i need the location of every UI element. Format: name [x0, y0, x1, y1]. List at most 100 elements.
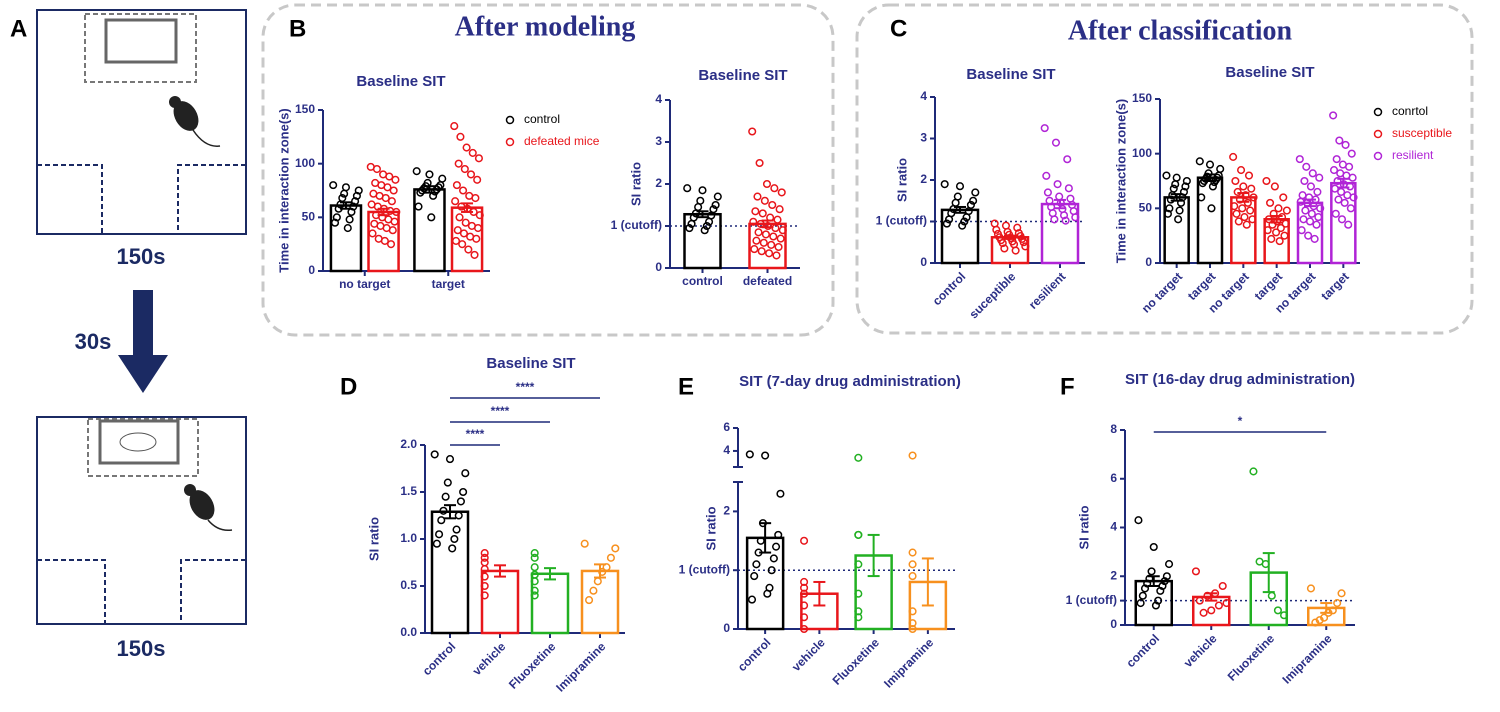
legend-marker: [1373, 107, 1383, 117]
data-point: [1242, 220, 1251, 229]
data-point: [473, 175, 482, 184]
data-point: [748, 127, 757, 136]
data-point: [1198, 179, 1207, 188]
data-point: [1345, 162, 1354, 171]
legend-label: control: [524, 112, 560, 126]
data-point: [1333, 176, 1342, 186]
data-point: [1243, 198, 1252, 207]
data-point: [606, 553, 615, 562]
x-tick-label: vehicle: [1181, 631, 1220, 670]
data-point: [758, 209, 767, 218]
x-tick-label: suceptible: [966, 269, 1018, 321]
data-point: [480, 549, 489, 558]
data-point: [470, 250, 479, 259]
data-point: [1239, 182, 1248, 191]
data-point: [747, 595, 757, 604]
x-tick-label: Imipramine: [553, 639, 608, 694]
data-point: [1013, 223, 1022, 232]
significance-label: ****: [491, 404, 510, 418]
data-point: [1232, 209, 1241, 218]
data-point: [380, 236, 389, 245]
panel-label: D: [340, 373, 357, 400]
data-point: [1171, 180, 1180, 189]
y-axis-label: SI ratio: [1076, 505, 1091, 549]
data-point: [1140, 584, 1150, 593]
data-point: [1064, 184, 1073, 193]
data-point: [1168, 191, 1177, 200]
y-tick-label: 3: [655, 134, 662, 148]
data-point: [1275, 237, 1284, 246]
y-tick-label: 1 (cutoff): [679, 562, 730, 576]
data-point: [412, 167, 421, 176]
data-point: [1266, 198, 1275, 207]
duration: 30s: [75, 329, 112, 354]
data-point: [777, 188, 786, 197]
data-point: [1249, 193, 1258, 202]
data-point: [1222, 599, 1231, 608]
data-point: [750, 245, 759, 254]
data-point: [753, 192, 762, 201]
data-point: [372, 164, 381, 174]
data-point: [1061, 216, 1070, 225]
y-tick-label: 100: [295, 156, 315, 170]
data-point: [774, 242, 783, 252]
data-point: [683, 184, 692, 193]
data-point: [1019, 238, 1028, 247]
data-point: [1214, 601, 1223, 610]
legend-marker: [1373, 129, 1383, 139]
data-point: [1306, 584, 1315, 593]
data-point: [1249, 467, 1258, 476]
data-point: [854, 589, 863, 598]
data-point: [1273, 606, 1282, 615]
data-point: [1179, 187, 1189, 196]
data-point: [439, 506, 448, 515]
data-point: [992, 225, 1001, 234]
data-point: [1333, 599, 1342, 608]
data-point: [454, 159, 463, 168]
data-point: [800, 613, 809, 622]
data-point: [800, 536, 809, 545]
data-point: [1241, 191, 1250, 200]
legend-label: conrtol: [1392, 104, 1428, 118]
data-point: [769, 232, 778, 241]
data-point: [908, 607, 917, 616]
data-point: [459, 487, 468, 497]
data-point: [441, 492, 450, 501]
y-axis-label: SI ratio: [894, 158, 909, 202]
bar: [1040, 202, 1080, 265]
data-point: [1310, 234, 1319, 243]
data-point: [459, 229, 469, 238]
group-box: [855, 3, 1474, 335]
data-point: [800, 589, 809, 598]
data-point: [969, 196, 978, 205]
x-tick-label: Fluoxetine: [506, 639, 559, 692]
data-point: [754, 228, 763, 237]
data-point: [589, 586, 598, 595]
data-point: [908, 624, 917, 634]
data-point: [687, 219, 696, 228]
data-point: [388, 226, 397, 235]
data-point: [1163, 209, 1172, 218]
duration: 150s: [117, 636, 166, 661]
data-point: [1276, 223, 1285, 233]
data-point: [530, 549, 539, 558]
data-point: [1267, 234, 1276, 243]
data-point: [1071, 213, 1080, 222]
data-point: [464, 245, 473, 254]
y-axis-label: SI ratio: [628, 162, 643, 206]
y-tick-label: 150: [295, 102, 315, 116]
y-axis-label: Time in interaction zone(s): [276, 108, 291, 272]
data-point: [767, 240, 776, 249]
x-tick-label: Fluoxetine: [1225, 631, 1278, 684]
data-point: [713, 192, 722, 201]
data-point: [763, 589, 772, 598]
data-point: [1210, 178, 1219, 187]
data-point: [1331, 209, 1340, 218]
data-point: [443, 478, 452, 487]
data-point: [340, 189, 349, 198]
x-tick-label: Imipramine: [1279, 631, 1334, 686]
data-point: [770, 184, 779, 193]
legend-label: susceptible: [1392, 126, 1452, 140]
data-point: [1162, 171, 1171, 180]
data-point: [414, 202, 423, 211]
